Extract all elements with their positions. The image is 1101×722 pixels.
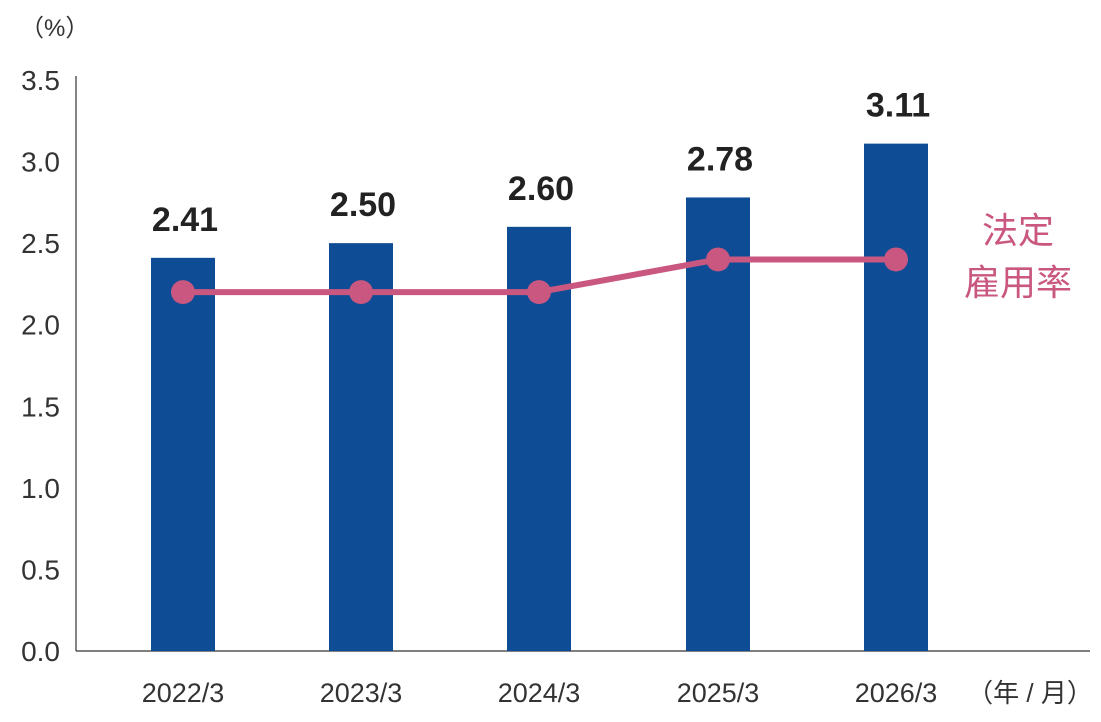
- x-tick-label: 2024/3: [498, 678, 581, 708]
- legal-rate-point: [884, 247, 908, 272]
- bar: [864, 143, 928, 651]
- legal-rate-point: [527, 280, 551, 305]
- y-tick-label: 3.5: [21, 65, 60, 96]
- x-axis-unit-label: （年 / 月）: [967, 678, 1093, 708]
- y-tick-label: 1.0: [21, 473, 60, 504]
- bar-data-label: 2.60: [508, 170, 574, 208]
- y-tick-label: 0.0: [21, 636, 60, 667]
- x-tick-label: 2026/3: [855, 678, 938, 708]
- bar-data-label: 3.11: [866, 87, 930, 125]
- legal-rate-series-label: 雇用率: [964, 262, 1072, 303]
- axes-layer: 0.0 0.5 1.0 1.5 2.0 2.5 3.0 3.5 （%） 2022/3 2023/3 2…: [20, 15, 1093, 708]
- x-tick-label: 2023/3: [320, 678, 403, 708]
- x-tick-label: 2025/3: [677, 678, 760, 708]
- y-tick-label: 1.5: [21, 391, 60, 422]
- line-layer: [171, 247, 908, 305]
- legal-rate-series-label: 法定: [982, 210, 1054, 251]
- bar: [329, 243, 393, 651]
- bars-layer: [151, 143, 928, 652]
- y-tick-label: 3.0: [21, 147, 60, 178]
- y-tick-label: 0.5: [21, 554, 60, 585]
- y-tick-label: 2.0: [21, 310, 60, 341]
- y-tick-label: 2.5: [21, 228, 60, 259]
- legal-rate-point: [349, 280, 373, 305]
- legal-rate-point: [171, 280, 195, 305]
- bar-data-label: 2.78: [687, 140, 753, 178]
- bar: [686, 197, 750, 651]
- bar-data-label: 2.50: [330, 186, 396, 224]
- legal-rate-point: [706, 247, 730, 272]
- bar-data-label: 2.41: [152, 201, 218, 239]
- bar: [151, 257, 215, 651]
- x-tick-label: 2022/3: [142, 678, 225, 708]
- y-axis-unit-label: （%）: [20, 15, 89, 42]
